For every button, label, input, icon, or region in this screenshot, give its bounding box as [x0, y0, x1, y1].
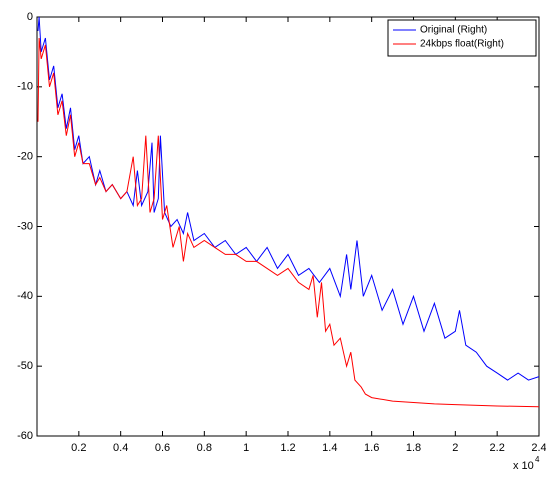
series-line [37, 16, 540, 381]
legend-label: 24kbps float(Right) [420, 39, 504, 50]
y-tick-label: -60 [17, 430, 33, 442]
y-tick-label: -20 [17, 151, 33, 163]
series-line [37, 37, 540, 408]
x-tick-label: 2 [452, 442, 458, 454]
x-scale-exponent: 4 [535, 455, 540, 464]
y-tick-label: -30 [17, 220, 33, 232]
plot-box [36, 16, 540, 437]
y-tick-label: -50 [17, 360, 33, 372]
x-tick-label: 0.4 [113, 442, 128, 454]
legend-label: Original (Right) [420, 25, 487, 36]
x-tick-label: 2.2 [490, 442, 505, 454]
x-tick-label: 1.6 [364, 442, 379, 454]
x-tick-label: 1.8 [406, 442, 421, 454]
x-tick-label: 2.4 [531, 442, 546, 454]
x-tick-label: 1.4 [322, 442, 337, 454]
y-tick-label: 0 [27, 11, 33, 23]
x-tick-label: 0.8 [197, 442, 212, 454]
x-tick-label: 1.2 [280, 442, 295, 454]
legend-box [387, 19, 537, 57]
y-tick-label: -10 [17, 81, 33, 93]
x-tick-label: 1 [243, 442, 249, 454]
x-tick-label: 0.2 [71, 442, 86, 454]
y-tick-label: -40 [17, 290, 33, 302]
x-tick-label: 0.6 [155, 442, 170, 454]
x-scale-base: x 10 [513, 460, 534, 472]
